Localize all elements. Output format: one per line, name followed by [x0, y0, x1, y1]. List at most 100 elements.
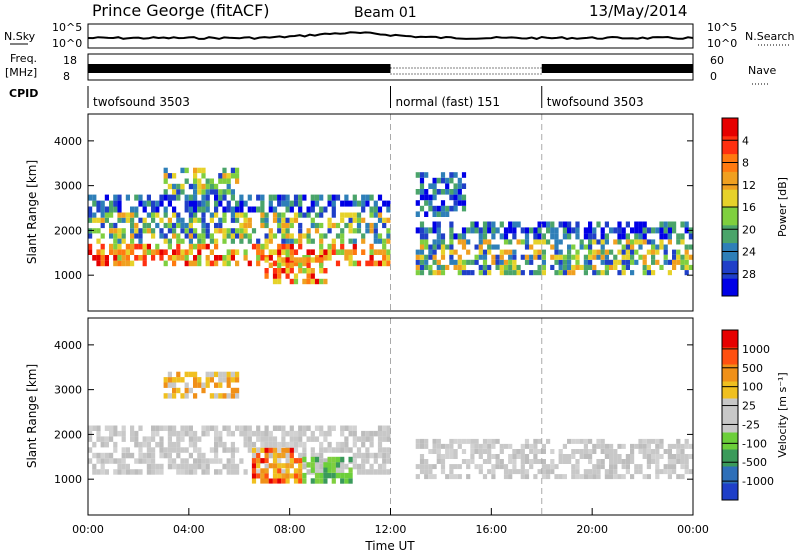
echo-cell: [167, 425, 172, 431]
echo-cell: [424, 239, 429, 245]
echo-cell: [298, 212, 303, 218]
echo-cell: [546, 474, 551, 480]
echo-cell: [184, 194, 189, 201]
echo-cell: [676, 474, 681, 480]
echo-cell: [634, 233, 639, 240]
echo-cell: [352, 243, 357, 250]
echo-cell: [512, 254, 517, 260]
echo-cell: [281, 469, 286, 475]
echo-cell: [630, 259, 635, 265]
echo-cell: [453, 449, 458, 454]
echo-cell: [205, 425, 210, 431]
echo-cell: [415, 259, 420, 265]
echo-cell: [222, 206, 227, 213]
echo-cell: [146, 447, 151, 453]
echo-cell: [613, 464, 618, 470]
echo-cell: [264, 447, 269, 453]
colorbar-tick-label: -100: [742, 437, 767, 450]
echo-cell: [264, 268, 269, 274]
echo-cell: [281, 447, 286, 453]
echo-cell: [348, 249, 353, 255]
echo-cell: [201, 458, 206, 464]
echo-cell: [440, 454, 446, 459]
echo-cell: [562, 233, 567, 240]
echo-cell: [151, 425, 156, 431]
echo-cell: [424, 189, 429, 195]
echo-cell: [609, 474, 614, 480]
echo-cell: [344, 212, 349, 218]
echo-cell: [365, 200, 370, 207]
echo-cell: [184, 233, 189, 239]
echo-cell: [222, 228, 227, 234]
colorbar-tick-label: 500: [742, 362, 763, 375]
echo-cell: [567, 264, 572, 270]
echo-cell: [457, 264, 462, 270]
echo-cell: [239, 238, 244, 244]
echo-cell: [377, 260, 383, 267]
echo-cell: [289, 425, 294, 431]
echo-cell: [541, 264, 546, 270]
echo-cell: [285, 268, 290, 274]
echo-cell: [184, 469, 189, 475]
echo-cell: [340, 472, 345, 479]
echo-cell: [130, 233, 135, 239]
echo-cell: [571, 438, 576, 444]
echo-cell: [323, 462, 328, 468]
echo-cell: [319, 469, 324, 475]
echo-cell: [184, 260, 189, 267]
echo-cell: [672, 464, 677, 470]
echo-cell: [377, 469, 383, 475]
echo-cell: [272, 473, 278, 479]
echo-cell: [524, 459, 530, 464]
echo-cell: [109, 200, 114, 207]
echo-cell: [579, 454, 584, 459]
echo-cell: [260, 458, 265, 464]
echo-cell: [172, 425, 177, 431]
echo-cell: [277, 217, 282, 223]
echo-cell: [533, 227, 538, 234]
echo-cell: [96, 200, 101, 207]
echo-cell: [495, 227, 500, 234]
echo-cell: [377, 238, 383, 244]
echo-cell: [453, 205, 458, 212]
echo-cell: [121, 255, 126, 261]
echo-cell: [520, 464, 525, 470]
echo-cell: [415, 264, 420, 270]
echo-cell: [230, 452, 235, 459]
echo-cell: [512, 259, 517, 265]
echo-cell: [482, 474, 488, 480]
echo-cell: [541, 259, 546, 265]
echo-cell: [369, 430, 374, 437]
echo-cell: [461, 449, 467, 454]
echo-cell: [440, 464, 446, 470]
echo-cell: [151, 228, 156, 234]
echo-cell: [625, 254, 630, 260]
echo-cell: [373, 228, 378, 234]
echo-cell: [109, 430, 114, 437]
echo-cell: [554, 254, 559, 260]
echo-cell: [386, 233, 391, 239]
echo-cell: [630, 254, 635, 260]
echo-cell: [319, 430, 324, 437]
echo-cell: [588, 221, 593, 228]
echo-cell: [230, 238, 235, 244]
echo-cell: [445, 454, 450, 459]
echo-cell: [298, 262, 303, 268]
freq-label-1: Freq.: [10, 52, 37, 65]
echo-cell: [688, 443, 693, 449]
echo-cell: [272, 206, 278, 213]
echo-cell: [193, 233, 198, 239]
echo-cell: [323, 268, 328, 274]
echo-cell: [264, 273, 269, 279]
echo-cell: [172, 458, 177, 464]
echo-cell: [323, 233, 328, 239]
echo-cell: [377, 212, 383, 218]
echo-cell: [487, 449, 492, 454]
echo-cell: [432, 254, 437, 260]
echo-cell: [335, 441, 341, 448]
echo-cell: [285, 430, 290, 437]
echo-cell: [588, 239, 593, 245]
echo-cell: [163, 173, 168, 179]
echo-cell: [323, 436, 328, 442]
